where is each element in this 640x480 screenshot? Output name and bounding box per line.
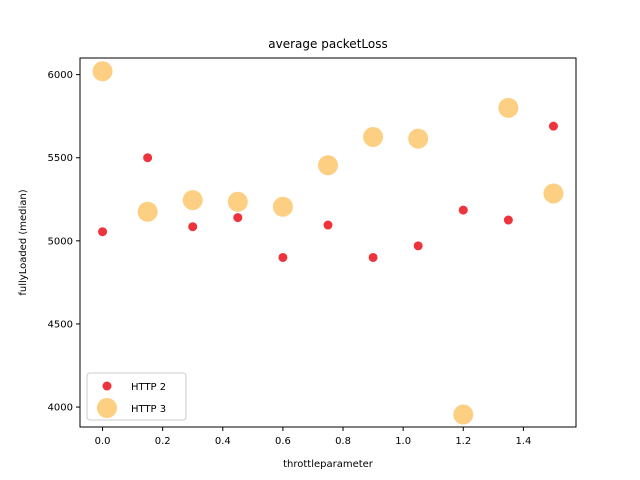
y-tick-label: 6000 [48, 70, 73, 81]
legend-marker [97, 398, 117, 418]
http3-point [363, 126, 384, 147]
http3-point [543, 183, 564, 204]
http2-point [548, 121, 558, 131]
http2-point [503, 215, 513, 225]
http2-point [98, 227, 108, 237]
y-axis: 4000 4500 5000 5500 6000 [48, 70, 80, 414]
x-tick-label: 1.0 [395, 436, 411, 447]
x-tick-label: 0.8 [335, 436, 351, 447]
http2-point [188, 222, 198, 232]
y-tick-label: 4500 [48, 319, 73, 330]
x-tick-label: 0.4 [215, 436, 231, 447]
http2-point [413, 241, 423, 251]
http3-point [227, 191, 248, 212]
http3-point [498, 97, 519, 118]
y-tick-label: 5500 [48, 153, 73, 164]
legend-label: HTTP 3 [131, 404, 166, 415]
x-tick-label: 1.2 [455, 436, 471, 447]
x-tick-label: 0.2 [155, 436, 171, 447]
x-axis-label: throttleparameter [283, 459, 374, 470]
http3-point [408, 128, 429, 149]
http2-point [278, 252, 288, 262]
legend-marker [102, 381, 112, 391]
http3-point [182, 190, 203, 211]
http2-point [143, 153, 153, 163]
http3-point [137, 201, 158, 222]
chart-title: average packetLoss [268, 37, 387, 51]
plot-area [92, 61, 564, 425]
http2-point [233, 213, 243, 223]
http2-point [323, 220, 333, 230]
http3-point [453, 404, 474, 425]
http2-point [368, 252, 378, 262]
y-axis-label: fullyLoaded (median) [18, 189, 29, 295]
http2-point [458, 205, 468, 215]
x-tick-label: 0.6 [275, 436, 291, 447]
x-tick-label: 1.4 [515, 436, 531, 447]
y-tick-label: 4000 [48, 403, 73, 414]
http3-point [272, 196, 293, 217]
http3-point [318, 155, 338, 176]
legend-label: HTTP 2 [131, 382, 166, 393]
x-axis: 0.0 0.2 0.4 0.6 0.8 1.0 1.2 1.4 [95, 427, 531, 447]
y-tick-label: 5000 [48, 236, 73, 247]
legend: HTTP 2 HTTP 3 [86, 372, 187, 421]
axes-frame [79, 57, 577, 428]
http3-point [92, 61, 113, 82]
x-tick-label: 0.0 [95, 436, 111, 447]
